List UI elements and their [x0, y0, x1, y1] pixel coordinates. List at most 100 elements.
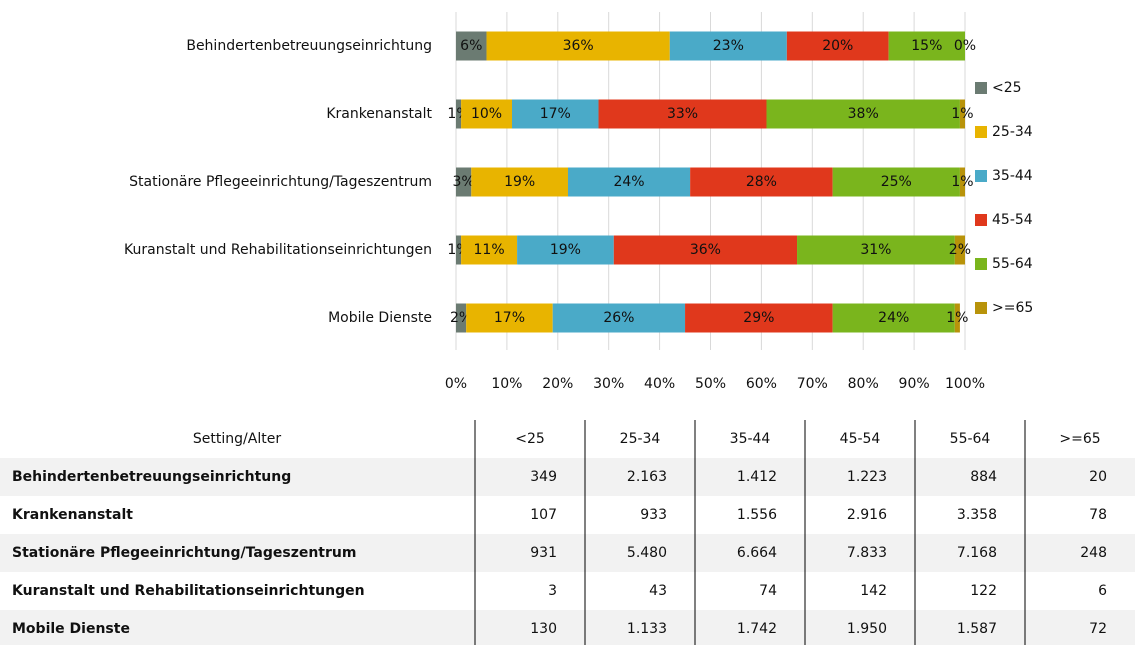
- table-cell: 2.163: [627, 469, 667, 485]
- bar-segment: [456, 303, 467, 333]
- table-cell: 931: [530, 545, 557, 561]
- table-header: 45-54: [840, 431, 881, 447]
- legend-swatch: [975, 214, 987, 226]
- category-label: Mobile Dienste: [328, 310, 432, 326]
- row-background: [0, 534, 1135, 572]
- value-label: 28%: [746, 174, 777, 190]
- value-label: 33%: [667, 106, 698, 122]
- table-cell: 43: [649, 583, 667, 599]
- bar-segment: [959, 167, 965, 197]
- value-label: 2%: [949, 242, 971, 258]
- table-cell: 248: [1080, 545, 1107, 561]
- value-label: 19%: [550, 242, 581, 258]
- value-label: 17%: [494, 310, 525, 326]
- value-label: 36%: [563, 38, 594, 54]
- legend-swatch: [975, 258, 987, 270]
- value-label: 29%: [743, 310, 774, 326]
- bar-segment: [461, 235, 518, 265]
- table-header: Setting/Alter: [193, 431, 281, 447]
- table-cell: 1.412: [737, 469, 777, 485]
- table-header: 25-34: [620, 431, 661, 447]
- table-cell: 1.556: [737, 507, 777, 523]
- table-cell: 6: [1098, 583, 1107, 599]
- x-tick-label: 20%: [542, 376, 573, 392]
- bar-segment: [466, 303, 553, 333]
- x-tick-label: 70%: [797, 376, 828, 392]
- bar-segment: [954, 235, 965, 265]
- table-cell: 142: [860, 583, 887, 599]
- x-tick-label: 60%: [746, 376, 777, 392]
- table-cell: 107: [530, 507, 557, 523]
- row-background: [0, 458, 1135, 496]
- legend-label: 35-44: [992, 168, 1033, 184]
- bar-segment: [517, 235, 614, 265]
- x-tick-label: 90%: [899, 376, 930, 392]
- table-cell: 20: [1089, 469, 1107, 485]
- legend-label: >=65: [992, 300, 1033, 316]
- legend-label: 45-54: [992, 212, 1033, 228]
- value-label: 24%: [878, 310, 909, 326]
- legend-swatch: [975, 126, 987, 138]
- table-cell: 933: [640, 507, 667, 523]
- bar-segment: [552, 303, 686, 333]
- value-label: 10%: [471, 106, 502, 122]
- bar-segment: [954, 303, 960, 333]
- row-label: Krankenanstalt: [12, 507, 133, 523]
- value-label: 1%: [951, 106, 973, 122]
- bar-segment: [786, 31, 889, 61]
- table-cell: 3.358: [957, 507, 997, 523]
- value-label: 38%: [848, 106, 879, 122]
- category-label: Kuranstalt und Rehabilitationseinrichtun…: [124, 242, 432, 258]
- x-tick-label: 10%: [491, 376, 522, 392]
- table-cell: 1.587: [957, 621, 997, 637]
- table-cell: 72: [1089, 621, 1107, 637]
- x-tick-label: 80%: [848, 376, 879, 392]
- table-cell: 349: [530, 469, 557, 485]
- legend-label: 25-34: [992, 124, 1033, 140]
- x-tick-label: 50%: [695, 376, 726, 392]
- legend-label: 55-64: [992, 256, 1033, 272]
- value-label: 36%: [690, 242, 721, 258]
- bar-segment: [456, 99, 462, 129]
- table-cell: 6.664: [737, 545, 777, 561]
- value-label: 24%: [613, 174, 644, 190]
- bar-segment: [456, 235, 462, 265]
- bar-segment: [832, 167, 960, 197]
- bar-segment: [567, 167, 691, 197]
- value-label: 6%: [460, 38, 482, 54]
- table-cell: 1.133: [627, 621, 667, 637]
- category-label: Behindertenbetreuungseinrichtung: [186, 38, 432, 54]
- category-label: Krankenanstalt: [326, 106, 432, 122]
- bar-segment: [959, 99, 965, 129]
- value-label: 3%: [453, 174, 475, 190]
- value-label: 26%: [603, 310, 634, 326]
- table-cell: 7.168: [957, 545, 997, 561]
- table-cell: 122: [970, 583, 997, 599]
- value-label: 17%: [540, 106, 571, 122]
- value-label: 19%: [504, 174, 535, 190]
- table-cell: 78: [1089, 507, 1107, 523]
- table-cell: 2.916: [847, 507, 887, 523]
- table-cell: 130: [530, 621, 557, 637]
- row-label: Stationäre Pflegeeinrichtung/Tageszentru…: [12, 545, 356, 561]
- row-label: Behindertenbetreuungseinrichtung: [12, 469, 291, 485]
- value-label: 1%: [946, 310, 968, 326]
- value-label: 20%: [822, 38, 853, 54]
- table-cell: 1.950: [847, 621, 887, 637]
- value-label: 31%: [860, 242, 891, 258]
- table-header: >=65: [1059, 431, 1100, 447]
- bar-segment: [461, 99, 512, 129]
- value-label: 11%: [474, 242, 505, 258]
- bar-segment: [766, 99, 960, 129]
- row-background: [0, 610, 1135, 645]
- bar-segment: [888, 31, 965, 61]
- bar-segment: [669, 31, 787, 61]
- row-label: Mobile Dienste: [12, 621, 130, 637]
- table-cell: 3: [548, 583, 557, 599]
- x-tick-label: 40%: [644, 376, 675, 392]
- bar-segment: [471, 167, 568, 197]
- table-cell: 74: [759, 583, 777, 599]
- bar-segment: [685, 303, 833, 333]
- value-label: 23%: [713, 38, 744, 54]
- table-cell: 1.742: [737, 621, 777, 637]
